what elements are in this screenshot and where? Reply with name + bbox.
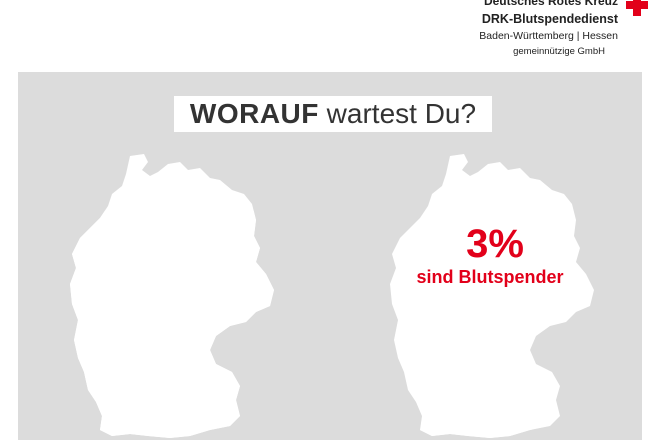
stat-value-right: 3%: [466, 222, 524, 266]
headline: WORAUF wartest Du?: [174, 96, 492, 132]
stat-value-left: 80%: [134, 220, 216, 264]
brand-org: Deutsches Rotes Kreuz: [483, 0, 618, 8]
stat-line-1: sind 1x auf Blut: [107, 264, 242, 284]
brand-service: DRK-Blutspendedienst: [481, 12, 618, 26]
red-cross-icon: [626, 0, 648, 16]
brand-region: Baden-Württemberg | Hessen: [479, 30, 618, 42]
headline-strong: WORAUF: [189, 98, 319, 129]
stat-description-right: sind Blutspender: [390, 265, 590, 289]
logo-block: Deutsches Rotes Kreuz DRK-Blutspendedien…: [460, 0, 660, 70]
headline-light: wartest Du?: [326, 98, 477, 129]
stat-description-left: sind 1x auf Blut angewiesen: [80, 262, 270, 310]
brand-legal: gemeinnützige GmbH: [513, 46, 605, 57]
stat-line-2: angewiesen: [123, 288, 227, 308]
stat-line-1: sind Blutspender: [416, 267, 564, 287]
germany-shape: [390, 154, 594, 438]
germany-map-left: [70, 154, 274, 438]
germany-map-right: [390, 154, 594, 438]
